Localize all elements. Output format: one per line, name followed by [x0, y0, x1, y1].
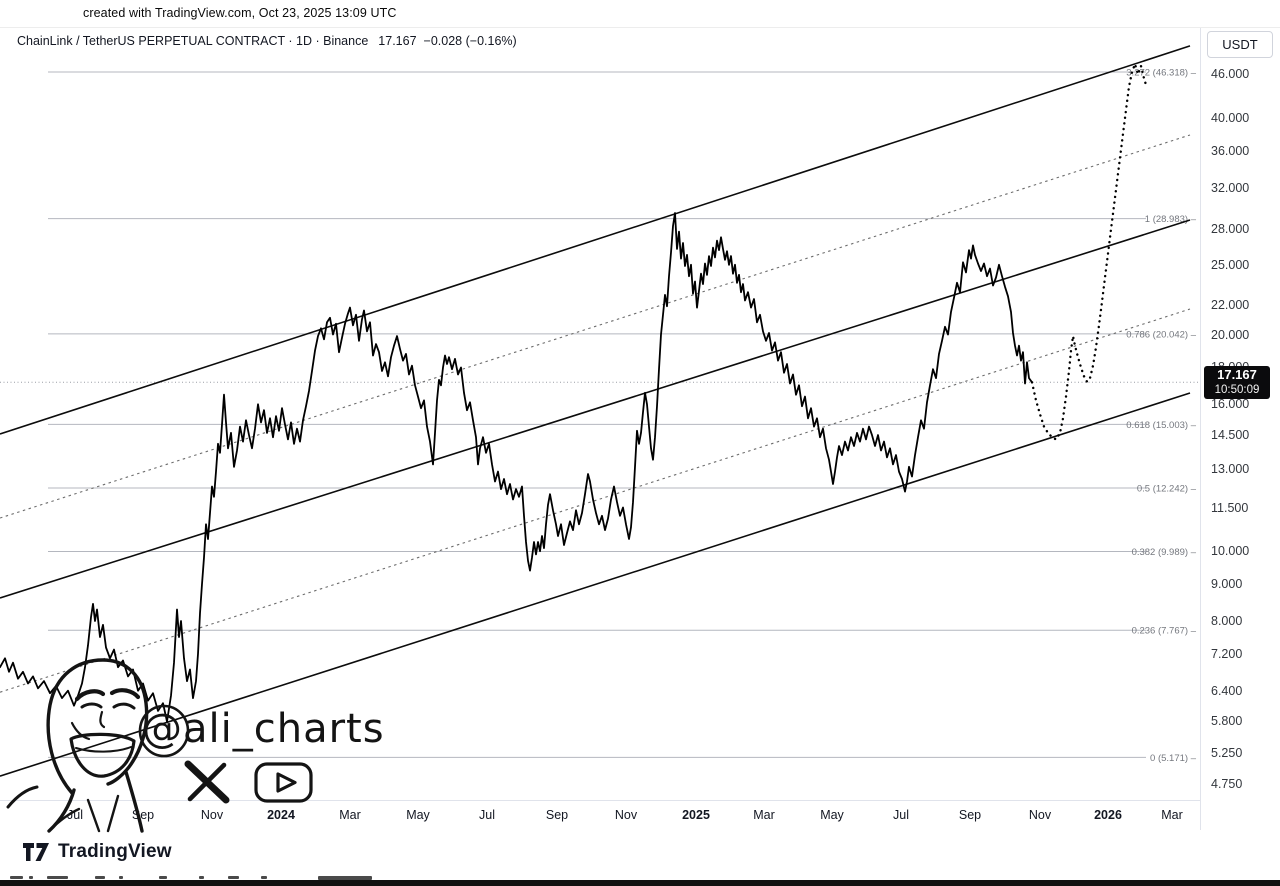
bar-countdown-timer: 10:50:09 [1214, 384, 1260, 397]
time-axis-month-label: May [820, 808, 844, 822]
fib-level-label: 0.5 (12.242) – [1137, 483, 1197, 494]
footer: TradingView [0, 830, 1280, 886]
price-tick-label: 5.250 [1211, 745, 1243, 760]
youtube-icon [254, 762, 313, 803]
price-tick-label: 28.000 [1211, 222, 1250, 237]
price-tick-label: 14.500 [1211, 428, 1250, 443]
price-tick-label: 36.000 [1211, 143, 1250, 158]
time-axis[interactable]: Jul Sep Nov 2024 Mar May Jul Sep Nov 2025 Mar May Ju… [0, 800, 1280, 831]
time-axis-year-label: 2025 [682, 808, 710, 822]
price-change: −0.028 [423, 34, 463, 48]
price-tick-label: 16.000 [1211, 397, 1250, 412]
price-tick-label: 25.000 [1211, 257, 1250, 272]
current-price-badge[interactable]: 17.167 10:50:09 [1204, 366, 1270, 400]
time-axis-month-label: Jul [67, 808, 83, 822]
fib-level-label: 0.618 (15.003) – [1126, 420, 1196, 431]
price-tick-label: 20.000 [1211, 327, 1250, 342]
time-axis-month-label: Mar [1161, 808, 1183, 822]
price-tick-label: 9.000 [1211, 577, 1243, 592]
price-axis[interactable]: USDT 46.000 40.000 36.000 32.000 28.000 25.00… [1200, 27, 1280, 830]
symbol-title[interactable]: ChainLink / TetherUS PERPETUAL CONTRACT … [17, 34, 369, 48]
price-tick-label: 11.500 [1211, 500, 1249, 515]
currency-button[interactable]: USDT [1207, 31, 1273, 58]
creation-banner-text: created with TradingView.com, Oct 23, 20… [83, 6, 397, 20]
time-axis-year-label: 2026 [1094, 808, 1122, 822]
clipped-next-panel-bar [0, 880, 1280, 886]
channel-line-solid [0, 45, 1191, 435]
price-tick-label: 10.000 [1211, 544, 1250, 559]
fib-level-label: 0.236 (7.767) – [1132, 626, 1197, 637]
price-tick-label: 40.000 [1211, 110, 1250, 125]
time-axis-month-label: Sep [545, 808, 569, 822]
time-axis-month-label: Mar [339, 808, 361, 822]
price-tick-label: 5.800 [1211, 714, 1243, 729]
price-tick-label: 32.000 [1211, 180, 1250, 195]
symbol-header: ChainLink / TetherUS PERPETUAL CONTRACT … [0, 27, 1100, 55]
time-axis-month-label: Nov [200, 808, 224, 822]
time-axis-month-label: Jul [893, 808, 909, 822]
creation-banner: created with TradingView.com, Oct 23, 20… [0, 0, 1280, 28]
price-change-percent: (−0.16%) [465, 34, 517, 48]
currency-label: USDT [1222, 37, 1258, 52]
price-projection-dotted [1030, 60, 1149, 442]
price-tick-label: 13.000 [1211, 462, 1250, 477]
x-icon [184, 760, 230, 804]
price-line-series [0, 212, 1033, 723]
meme-face-watermark [6, 658, 149, 833]
at-circle-doodle [138, 704, 190, 758]
price-tick-label: 22.000 [1211, 297, 1250, 312]
price-tick-label: 4.750 [1211, 776, 1243, 791]
time-axis-month-label: Nov [614, 808, 638, 822]
channel-midline-dashed [0, 308, 1191, 693]
time-axis-year-label: 2024 [267, 808, 295, 822]
tradingview-logo-mark [23, 843, 49, 861]
fib-level-label: 0.786 (20.042) – [1126, 329, 1196, 340]
price-tick-label: 6.400 [1211, 683, 1243, 698]
last-price: 17.167 [378, 34, 417, 48]
channel-line-solid [0, 392, 1191, 777]
time-axis-month-label: Nov [1028, 808, 1052, 822]
tradingview-logo[interactable]: TradingView [22, 840, 172, 864]
time-axis-month-label: Mar [753, 808, 775, 822]
price-tick-label: 46.000 [1211, 67, 1250, 82]
current-price-value: 17.167 [1217, 367, 1257, 383]
time-axis-month-label: Sep [958, 808, 982, 822]
fib-level-label: 0 (5.171) – [1150, 753, 1197, 764]
price-tick-label: 8.000 [1211, 613, 1243, 628]
fib-level-label: 0.382 (9.989) – [1132, 547, 1197, 558]
fib-level-label: 1 (28.983) – [1145, 214, 1197, 225]
time-axis-month-label: May [406, 808, 430, 822]
fib-level-label: 3.272 (46.318) – [1126, 68, 1196, 79]
channel-midline-dashed [0, 134, 1191, 519]
tradingview-logo-text: TradingView [58, 841, 172, 862]
price-tick-label: 7.200 [1211, 646, 1243, 661]
time-axis-month-label: Jul [479, 808, 495, 822]
